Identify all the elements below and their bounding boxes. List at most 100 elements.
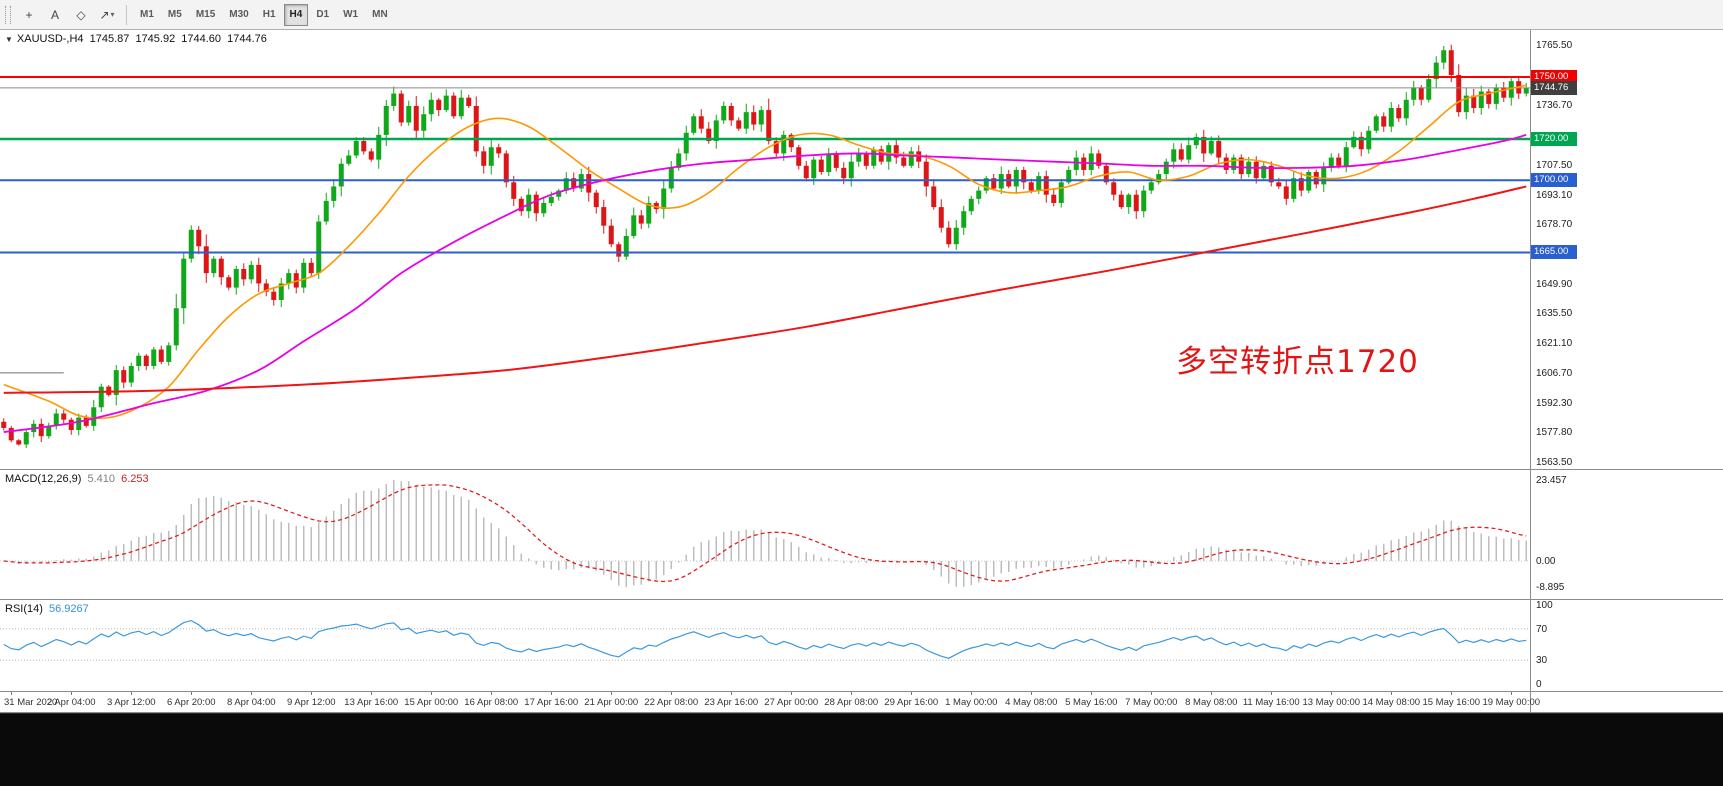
timeframe-button-d1[interactable]: D1 <box>316 9 330 20</box>
main-chart-panel: 1765.50 1736.70 1707.50 1693.10 1678.70 1649.… <box>0 30 1723 470</box>
macd-main-value: 5.410 <box>87 473 116 485</box>
time-label: 9 Apr 12:00 <box>286 697 336 708</box>
time-tick <box>671 692 673 695</box>
crosshair-tool-button[interactable]: + <box>16 3 42 27</box>
time-tick <box>371 692 373 695</box>
chart-symbol-info: ▼ XAUUSD-,H4 1745.87 1745.92 1744.60 1744… <box>5 33 270 45</box>
time-axis[interactable]: 31 Mar 2020 2 Apr 04:00 3 Apr 12:00 6 Apr 2… <box>0 692 1723 713</box>
price-line-badge: 1720.00 <box>1531 131 1577 146</box>
macd-panel: 23.457 0.00 -8.895 MACD(12,26,9) 5.410 6.2… <box>0 470 1723 600</box>
macd-indicator-label: MACD(12,26,9) 5.410 6.253 <box>5 473 152 485</box>
time-label: 21 Apr 00:00 <box>584 697 639 708</box>
ohlc-high: 1745.92 <box>135 33 176 45</box>
timeframe-button-w1[interactable]: W1 <box>343 9 359 20</box>
rsi-panel: 100 70 30 0 RSI(14) 56.9267 <box>0 600 1723 692</box>
time-label: 14 May 08:00 <box>1362 697 1421 708</box>
time-label: 15 Apr 00:00 <box>404 697 459 708</box>
rsi-scale-label: 70 <box>1536 623 1548 635</box>
time-tick <box>911 692 913 695</box>
shapes-tool-icon: ◇ <box>76 7 86 22</box>
time-label: 5 May 16:00 <box>1065 697 1118 708</box>
price-line-badge: 1700.00 <box>1531 173 1577 188</box>
time-tick <box>731 692 733 695</box>
drawing-tools-group: + A ◇ ↗ ▾ <box>16 3 120 27</box>
price-line-badge: 1750.00 <box>1531 70 1577 85</box>
time-label: 17 Apr 16:00 <box>524 697 579 708</box>
time-label: 2 Apr 04:00 <box>46 697 96 708</box>
time-label: 11 May 16:00 <box>1242 697 1300 708</box>
price-label: 1765.50 <box>1536 40 1573 52</box>
main-chart-canvas[interactable] <box>0 30 1530 469</box>
macd-scale-label: 0.00 <box>1536 555 1556 567</box>
price-line-badge: 1744.76 <box>1531 80 1577 95</box>
time-label: 16 Apr 08:00 <box>464 697 519 708</box>
time-tick <box>611 692 613 695</box>
time-tick <box>851 692 853 695</box>
rsi-axis[interactable]: 100 70 30 0 <box>1530 600 1723 691</box>
macd-signal-value: 6.253 <box>121 473 149 485</box>
annotation-text: 多空转折点1720 <box>1176 344 1419 380</box>
time-tick <box>1031 692 1033 695</box>
time-label: 7 May 00:00 <box>1125 697 1178 708</box>
price-label: 1693.10 <box>1536 189 1573 201</box>
price-label: 1577.80 <box>1536 427 1573 439</box>
time-tick <box>131 692 133 695</box>
macd-canvas[interactable] <box>0 470 1530 599</box>
collapse-icon[interactable]: ▼ <box>5 35 13 44</box>
macd-name: MACD(12,26,9) <box>5 473 82 485</box>
timeframe-button-h1[interactable]: H1 <box>262 9 276 20</box>
time-tick <box>551 692 553 695</box>
rsi-value: 56.9267 <box>48 603 89 615</box>
arrow-tool-button[interactable]: ↗ ▾ <box>94 3 120 27</box>
time-label: 13 May 00:00 <box>1302 697 1361 708</box>
time-label: 13 Apr 16:00 <box>344 697 399 708</box>
timeframe-button-m1[interactable]: M1 <box>140 9 154 20</box>
price-label: 1635.50 <box>1536 308 1573 320</box>
time-tick <box>1451 692 1453 695</box>
ohlc-close: 1744.76 <box>227 33 267 45</box>
macd-axis[interactable]: 23.457 0.00 -8.895 <box>1530 470 1723 599</box>
price-label: 1606.70 <box>1536 367 1573 379</box>
time-tick <box>971 692 973 695</box>
time-label: 8 May 08:00 <box>1185 697 1238 708</box>
rsi-canvas[interactable] <box>0 600 1530 691</box>
axis-separator-line <box>1530 692 1531 712</box>
crosshair-tool-icon: + <box>25 7 33 22</box>
time-tick <box>491 692 493 695</box>
time-tick <box>71 692 73 695</box>
price-axis[interactable]: 1765.50 1736.70 1707.50 1693.10 1678.70 1649.… <box>1530 30 1723 469</box>
rsi-scale-label: 30 <box>1536 655 1548 667</box>
time-label: 8 Apr 04:00 <box>226 697 276 708</box>
timeframe-button-m15[interactable]: M15 <box>195 9 216 20</box>
ohlc-open: 1745.87 <box>89 33 130 45</box>
time-tick <box>1331 692 1333 695</box>
time-tick <box>1511 692 1513 695</box>
time-label: 29 Apr 16:00 <box>884 697 939 708</box>
symbol-label: XAUUSD-,H4 <box>16 33 84 45</box>
toolbar-separator <box>126 4 127 25</box>
timeframe-button-mn[interactable]: MN <box>372 9 388 20</box>
price-label: 1592.30 <box>1536 397 1573 409</box>
price-line-badge: 1665.00 <box>1531 245 1577 260</box>
shapes-tool-button[interactable]: ◇ <box>68 3 94 27</box>
time-label: 31 Mar 2020 <box>4 697 58 708</box>
toolbar-drag-handle[interactable] <box>5 5 11 24</box>
ohlc-low: 1744.60 <box>181 33 222 45</box>
price-label: 1563.50 <box>1536 456 1573 468</box>
timeframe-button-m5[interactable]: M5 <box>167 9 182 20</box>
time-tick <box>1391 692 1393 695</box>
time-tick <box>1151 692 1153 695</box>
rsi-indicator-label: RSI(14) 56.9267 <box>5 603 92 615</box>
macd-scale-label: -8.895 <box>1536 582 1565 593</box>
rsi-scale-label: 100 <box>1536 600 1553 611</box>
time-tick <box>791 692 793 695</box>
text-tool-button[interactable]: A <box>42 3 68 27</box>
time-label: 15 May 16:00 <box>1422 697 1481 708</box>
timeframe-button-h4[interactable]: H4 <box>283 3 309 26</box>
price-label: 1649.90 <box>1536 278 1573 290</box>
taskbar[interactable] <box>0 713 1723 786</box>
time-label: 3 Apr 12:00 <box>106 697 156 708</box>
arrow-tool-icon: ↗ <box>99 7 110 22</box>
timeframe-button-m30[interactable]: M30 <box>229 9 249 20</box>
